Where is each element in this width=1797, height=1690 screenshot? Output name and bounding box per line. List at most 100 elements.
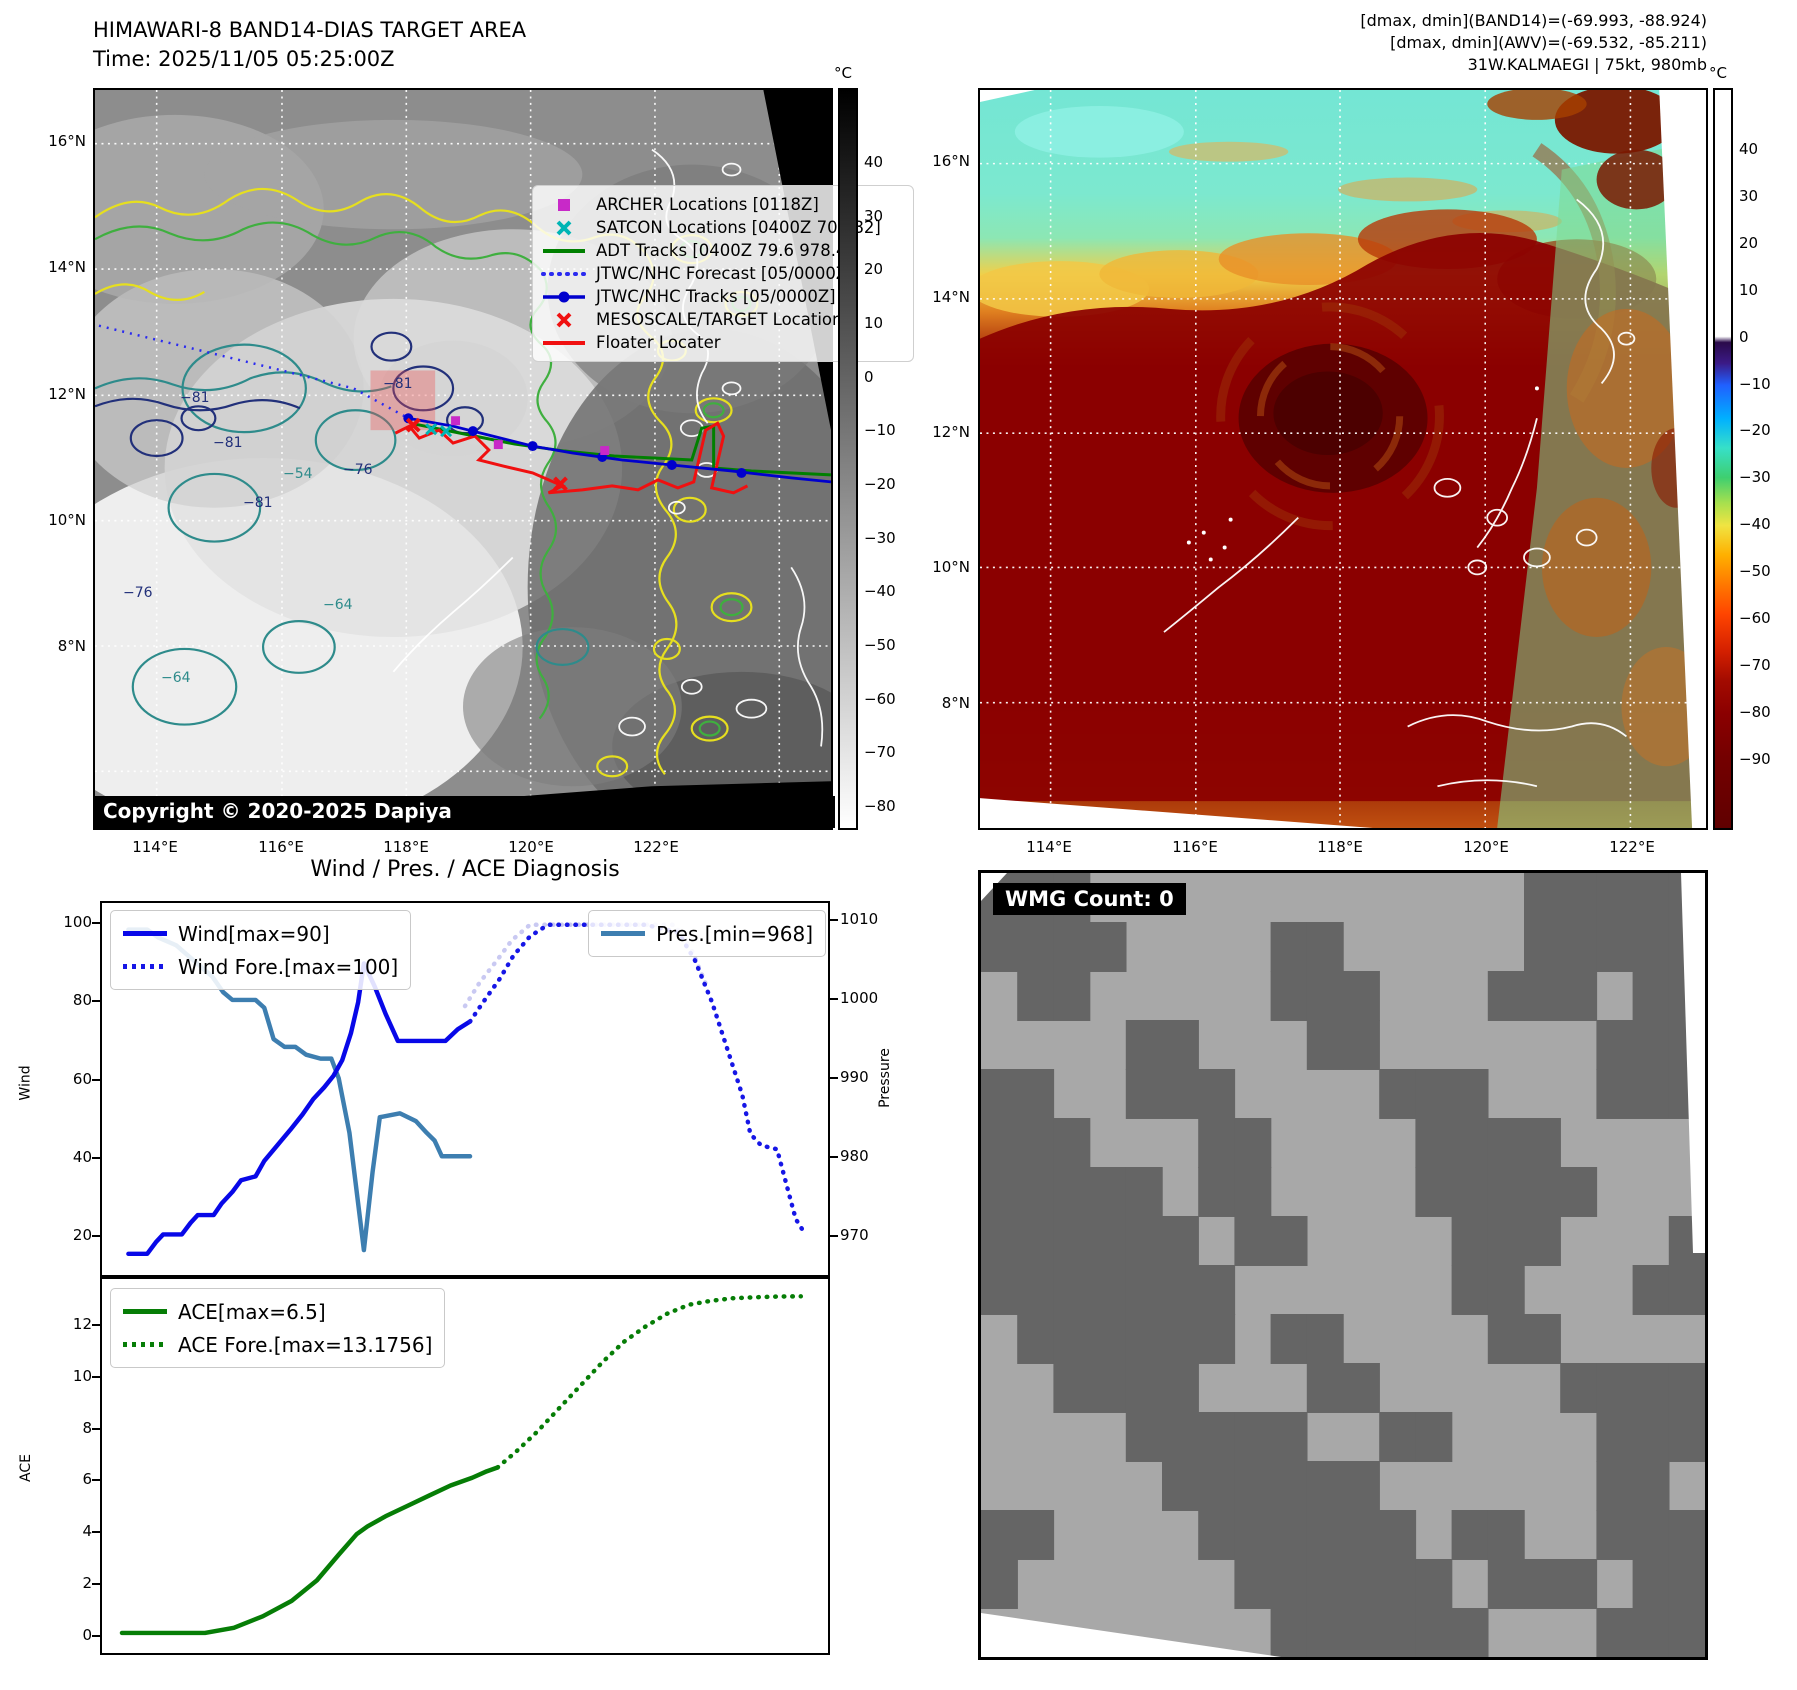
wmg-dark-cell (981, 1167, 1018, 1217)
wmg-dark-cell (1343, 1020, 1380, 1070)
wmg-dark-cell (1306, 1020, 1344, 1070)
archer-markers (451, 416, 610, 456)
pressure-line-sample (601, 931, 646, 936)
ace-forecast-sample (123, 1342, 167, 1347)
lat-label: 12°N (48, 385, 86, 403)
wmg-dark-cell (1198, 1265, 1236, 1315)
wmg-dark-cell (1451, 1265, 1489, 1315)
wmg-dark-cell (1632, 873, 1670, 923)
wmg-dark-cell (1017, 1167, 1055, 1217)
band14-colorbar-tick: 40 (864, 153, 884, 171)
ace-ytick: 0 (82, 1626, 92, 1644)
band14-colorbar-tick: 30 (864, 206, 884, 225)
grid-lines (980, 90, 1706, 828)
wmg-dark-cell (1632, 1363, 1670, 1413)
band14-colorbar-tick: −80 (864, 797, 896, 816)
wmg-dark-cell (1343, 1559, 1380, 1609)
floater-track (394, 421, 749, 495)
wmg-dark-cell (1125, 1314, 1163, 1364)
wind-pressure-chart[interactable]: Wind[max=90] Wind Fore.[max=100] Pres.[m… (100, 901, 830, 1277)
wmg-dark-cell (1089, 1216, 1127, 1266)
band14-colorbar-tick: 0 (864, 367, 874, 386)
wmg-dark-cell (1017, 971, 1055, 1021)
wmg-dark-cell (1415, 1608, 1453, 1658)
pressure-ytick: 1010 (840, 910, 879, 928)
wmg-dark-cell (1125, 1412, 1163, 1462)
pressure-ytick: 980 (840, 1147, 869, 1165)
lon-label: 120°E (508, 838, 554, 856)
awv-satellite-map[interactable] (970, 86, 1711, 830)
wmg-dark-cell (1234, 1167, 1272, 1217)
wind-ytick: 60 (72, 1069, 92, 1088)
wmg-dark-cell (1524, 1314, 1561, 1364)
wmg-dark-cell (1017, 1314, 1055, 1364)
wmg-dark-cell (1053, 971, 1091, 1021)
tick-mark (92, 1635, 100, 1637)
colorbar-unit-left: °C (834, 64, 852, 82)
pressure-legend-label: Pres.[min=968] (656, 921, 813, 946)
wmg-dark-cell (1487, 1265, 1525, 1315)
wmg-dark-cell (981, 1265, 1018, 1315)
wmg-dark-cell (1668, 1510, 1706, 1560)
wmg-dark-cell (1451, 1069, 1489, 1119)
band14-satellite-map[interactable]: ARCHER Locations [0118Z] SATCON Locations… (5, 88, 914, 846)
map-legend-label: JTWC/NHC Tracks [05/0000Z] (596, 287, 836, 306)
wmg-dark-cell (1089, 1314, 1127, 1364)
wmg-dark-cell (1596, 1608, 1634, 1658)
wmg-dark-cell (1017, 1118, 1055, 1168)
lon-label: 122°E (1609, 838, 1655, 856)
band14-colorbar-tick: 10 (864, 314, 884, 332)
wmg-count-badge: WMG Count: 0 (993, 883, 1186, 915)
wmg-dark-cell (1234, 1216, 1272, 1266)
wmg-dark-cell (1343, 971, 1380, 1021)
map-legend-item: JTWC/NHC Tracks [05/0000Z] (541, 285, 903, 308)
lon-label: 114°E (1026, 838, 1072, 856)
map-legend-label: Floater Locater (596, 333, 721, 352)
wmg-dark-cell (1668, 1265, 1706, 1315)
wind-forecast-sample (123, 964, 167, 969)
dotted-icon (541, 271, 587, 276)
ace-ytick: 8 (82, 1418, 92, 1437)
left-panel-title: HIMAWARI-8 BAND14-DIAS TARGET AREA Time:… (93, 16, 526, 74)
map-legend-item: ARCHER Locations [0118Z] (541, 193, 903, 216)
wmg-dark-cell (1524, 1167, 1561, 1217)
pressure-legend: Pres.[min=968] (588, 910, 826, 957)
wmg-dark-cell (1668, 1412, 1706, 1462)
wind-forecast-legend-label: Wind Fore.[max=100] (178, 954, 399, 979)
wmg-dark-cell (1524, 1216, 1561, 1266)
dmax-dmin-band14: [dmax, dmin](BAND14)=(-69.993, -88.924) (1360, 11, 1707, 30)
contour-value-label: −81 (213, 435, 243, 451)
wmg-dark-cell (1668, 1608, 1706, 1658)
ace-line-sample (123, 1309, 167, 1314)
wmg-dark-cell (1343, 1608, 1380, 1658)
wmg-dark-cell (1668, 1559, 1706, 1609)
awv-colorbar-tick: 30 (1739, 186, 1759, 205)
lat-label: 12°N (932, 423, 970, 441)
wmg-dark-cell (1125, 1363, 1163, 1413)
wmg-dark-cell (1198, 1118, 1236, 1168)
series-ace (119, 1465, 500, 1636)
band14-colorbar-tick: −20 (864, 475, 896, 494)
wmg-panel[interactable]: WMG Count: 0 (978, 870, 1708, 1660)
storm-id-intensity: 31W.KALMAEGI | 75kt, 980mb (1467, 55, 1707, 74)
wmg-grid (981, 873, 1706, 1658)
tick-mark (830, 1077, 838, 1079)
tick-mark (830, 1235, 838, 1237)
ace-ytick: 12 (72, 1314, 92, 1333)
wmg-dark-cell (1524, 922, 1561, 972)
lat-label: 16°N (932, 152, 970, 170)
ace-legend-label: ACE[max=6.5] (178, 1299, 326, 1324)
wmg-dark-cell (1524, 971, 1561, 1021)
wmg-dark-cell (1451, 1118, 1489, 1168)
wmg-dark-cell (1053, 922, 1091, 972)
wmg-dark-cell (1234, 1461, 1272, 1511)
contour-value-label: −81 (243, 495, 273, 511)
wmg-dark-cell (1596, 873, 1634, 923)
awv-colorbar-tick: −20 (1739, 421, 1771, 440)
wind-line-sample (123, 931, 167, 936)
awv-colorbar-tick: −30 (1739, 468, 1771, 487)
pressure-ytick: 1000 (840, 989, 879, 1007)
ace-chart[interactable]: ACE[max=6.5] ACE Fore.[max=13.1756] (100, 1277, 830, 1655)
wmg-dark-cell (1125, 1265, 1163, 1315)
contour-value-label: −81 (383, 376, 413, 392)
